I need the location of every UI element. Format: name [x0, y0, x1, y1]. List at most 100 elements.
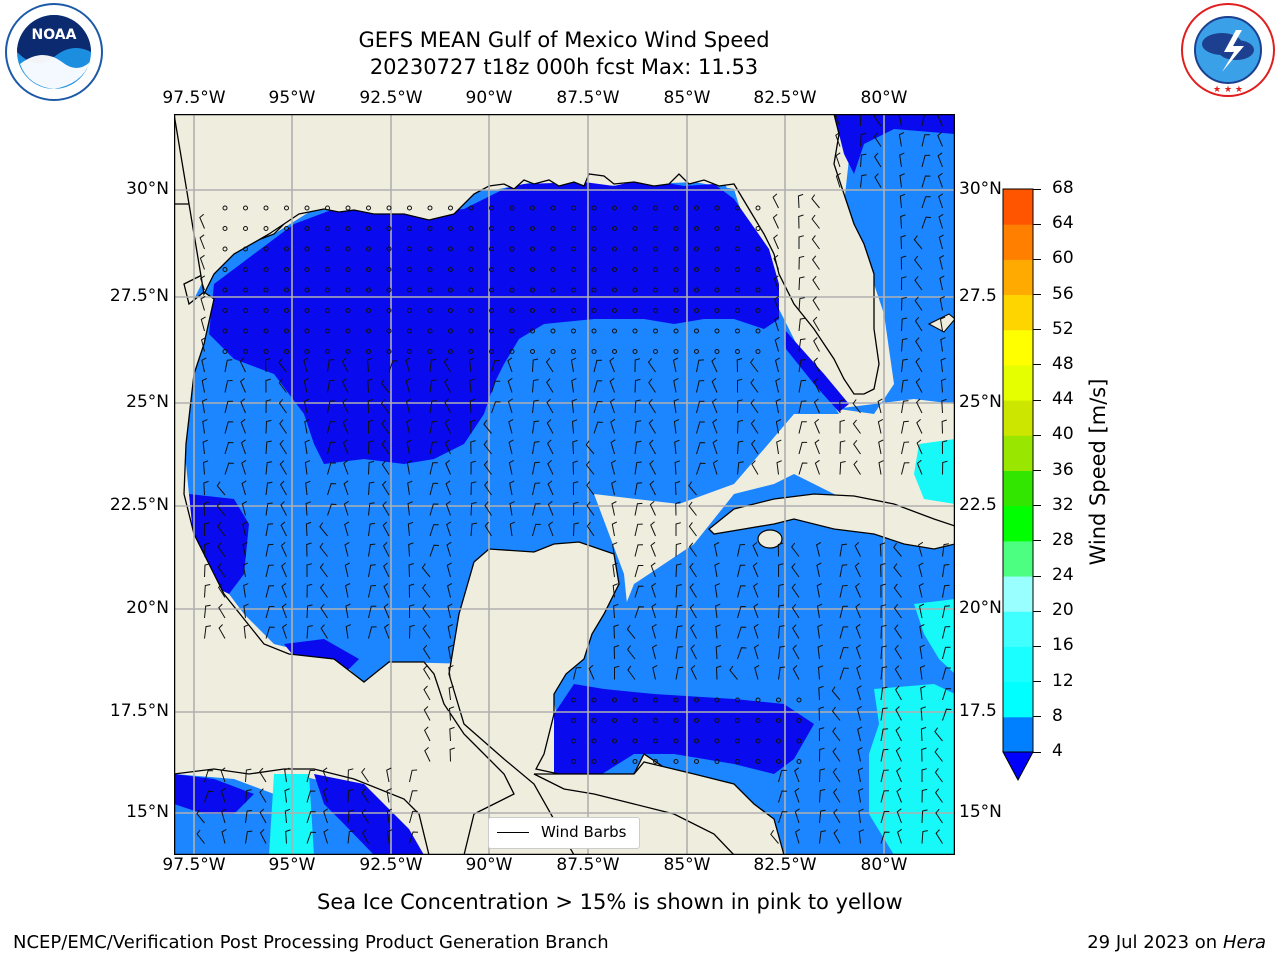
- calm-marker: [407, 308, 412, 313]
- wind-barb: [202, 419, 208, 434]
- wind-barb: [880, 563, 886, 578]
- calm-marker: [591, 246, 597, 252]
- calm-marker: [714, 759, 720, 764]
- wind-barb: [303, 357, 309, 373]
- wind-barb: [855, 644, 861, 660]
- wind-barb: [220, 787, 226, 803]
- calm-marker: [386, 205, 392, 211]
- wind-barb: [919, 624, 925, 639]
- calm-marker: [427, 287, 433, 293]
- wind-barb: [610, 418, 616, 434]
- calm-marker: [304, 308, 310, 313]
- calm-marker: [714, 718, 720, 723]
- wind-barb: [901, 358, 908, 373]
- wind-barb: [896, 787, 902, 803]
- lat-label-right: 17.5: [959, 701, 997, 721]
- wind-barb: [813, 398, 820, 414]
- wind-barb: [446, 562, 452, 578]
- colorbar-tick-label: 20: [1052, 600, 1074, 621]
- wind-barb: [546, 378, 554, 393]
- wind-barb: [265, 358, 271, 373]
- calm-marker: [612, 759, 617, 764]
- wind-barb: [368, 419, 374, 434]
- wind-barb: [914, 316, 923, 332]
- wind-barb: [831, 706, 841, 721]
- svg-text:★ ★ ★: ★ ★ ★: [1213, 85, 1243, 95]
- calm-marker: [673, 697, 679, 703]
- wind-barb: [880, 728, 889, 742]
- wind-barb: [612, 583, 619, 598]
- calm-marker: [345, 205, 351, 211]
- calm-marker: [755, 759, 761, 764]
- wind-barb: [242, 521, 248, 537]
- wind-barb: [878, 460, 884, 475]
- wind-barb: [791, 583, 800, 598]
- calm-marker: [612, 718, 617, 723]
- wind-barb: [877, 398, 883, 414]
- wind-barb: [688, 501, 697, 516]
- wind-barb: [343, 459, 349, 475]
- wind-barb: [916, 439, 923, 455]
- wind-barb: [200, 295, 206, 311]
- wind-barb: [778, 604, 785, 619]
- calm-marker: [571, 267, 576, 272]
- calm-marker: [530, 226, 535, 231]
- wind-barb: [737, 626, 747, 639]
- wind-barb: [860, 114, 863, 127]
- wind-barb: [737, 378, 743, 393]
- wind-barb: [572, 439, 578, 455]
- calm-marker: [612, 205, 617, 211]
- wind-barb: [916, 419, 923, 434]
- wind-barb: [798, 297, 805, 311]
- wind-barb: [675, 584, 682, 598]
- wind-barb: [386, 808, 393, 824]
- wind-barb: [819, 789, 826, 803]
- wind-barb: [675, 542, 682, 557]
- wind-barb: [571, 419, 578, 434]
- wind-barb: [811, 194, 820, 209]
- calm-marker: [407, 267, 412, 272]
- wind-barb: [279, 480, 287, 496]
- legend-line: [497, 832, 529, 833]
- calm-marker: [796, 718, 802, 723]
- wind-barb: [320, 603, 328, 619]
- wind-barb: [918, 582, 924, 598]
- calm-marker: [673, 328, 679, 334]
- wind-barb: [880, 769, 889, 783]
- calm-marker: [735, 718, 740, 723]
- wind-barb: [819, 830, 826, 844]
- wind-barb: [774, 295, 779, 311]
- colorbar-tick-label: 64: [1052, 213, 1074, 234]
- calm-marker: [509, 267, 515, 272]
- wind-barb: [939, 296, 945, 311]
- colorbar-tick-mark: [1033, 329, 1041, 331]
- wind-barb: [611, 501, 617, 516]
- legend-label: Wind Barbs: [541, 823, 627, 841]
- wind-barb: [444, 439, 451, 455]
- calm-marker: [653, 267, 658, 272]
- wind-barb: [935, 808, 943, 824]
- wind-barb: [689, 603, 697, 619]
- wind-barb: [839, 419, 846, 434]
- colorbar-label: Wind Speed [m/s]: [1086, 378, 1110, 566]
- calm-marker: [591, 267, 597, 272]
- gulf-map: [174, 114, 955, 855]
- calm-marker: [714, 246, 720, 252]
- wind-barb: [894, 665, 902, 680]
- wind-barb: [634, 378, 641, 393]
- wind-barb: [306, 769, 316, 783]
- wind-barb: [368, 626, 377, 639]
- wind-barb: [942, 584, 950, 598]
- wind-barb: [798, 214, 804, 229]
- wind-barb: [750, 419, 759, 434]
- calm-marker: [509, 226, 515, 231]
- wind-barb: [791, 542, 800, 557]
- colorbar-tick-label: 68: [1052, 178, 1074, 198]
- wind-barb: [942, 605, 950, 619]
- calm-marker: [468, 267, 474, 272]
- calm-marker: [489, 267, 494, 272]
- wind-barb: [774, 316, 780, 332]
- calm-marker: [571, 697, 576, 703]
- wind-barb: [832, 747, 841, 762]
- wind-barb: [651, 582, 656, 598]
